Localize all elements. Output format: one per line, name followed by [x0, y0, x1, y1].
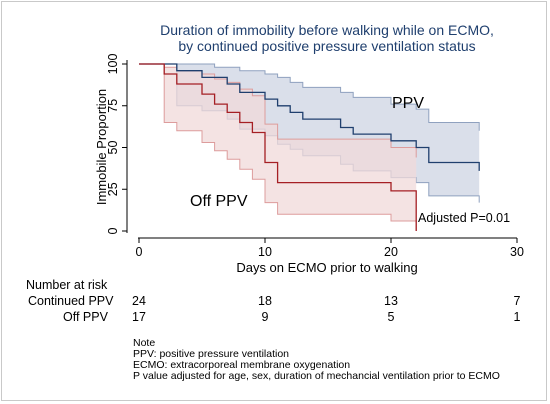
risk-value: 13: [384, 294, 398, 308]
y-tick-label: 25: [106, 182, 120, 196]
y-tick-label: 75: [106, 99, 120, 113]
risk-value: 9: [262, 310, 269, 324]
note-line: P value adjusted for age, sex, duration …: [133, 370, 500, 382]
risk-value: 17: [132, 310, 146, 324]
risk-value: 24: [132, 294, 146, 308]
chart-subtitle: by continued positive pressure ventilati…: [178, 38, 475, 54]
off-ppv-ci-band: [139, 64, 417, 231]
off-ppv-survival-curve: [139, 63, 417, 231]
off-ppv-curve-label: Off PPV: [190, 193, 248, 210]
y-axis-label: Immobile Proportion: [94, 89, 109, 205]
x-axis-ticks: 0 10 20 30: [136, 238, 524, 259]
y-tick-label: 100: [106, 54, 120, 75]
risk-value: 5: [388, 310, 395, 324]
risk-value: 1: [514, 310, 521, 324]
x-tick-label: 20: [384, 245, 398, 259]
ppv-curve-label: PPV: [392, 95, 424, 112]
risk-row-label-continued: Continued PPV: [28, 294, 114, 308]
y-tick-label: 0: [106, 227, 120, 234]
risk-row-label-off: Off PPV: [63, 310, 109, 324]
off-ppv-lower-band-line: [139, 63, 417, 231]
ppv-survival-curve: [139, 63, 480, 171]
p-value-annotation: Adjusted P=0.01: [418, 211, 510, 225]
risk-table-header: Number at risk: [26, 278, 108, 292]
note-heading: Note: [133, 337, 155, 349]
risk-value: 18: [258, 294, 272, 308]
ppv-upper-band-line: [139, 63, 480, 131]
x-tick-label: 30: [510, 245, 524, 259]
x-tick-label: 10: [258, 245, 272, 259]
risk-value: 7: [514, 294, 521, 308]
note-line: ECMO: extracorporeal membrane oxygenatio…: [133, 359, 350, 371]
y-tick-label: 50: [106, 141, 120, 155]
y-axis-ticks: 0 25 50 75 100: [106, 54, 127, 234]
x-tick-label: 0: [136, 245, 143, 259]
survival-curves: [139, 63, 480, 231]
x-axis-label: Days on ECMO prior to walking: [236, 260, 417, 275]
note-line: PPV: positive pressure ventilation: [133, 348, 289, 360]
chart-title: Duration of immobility before walking wh…: [160, 22, 494, 38]
